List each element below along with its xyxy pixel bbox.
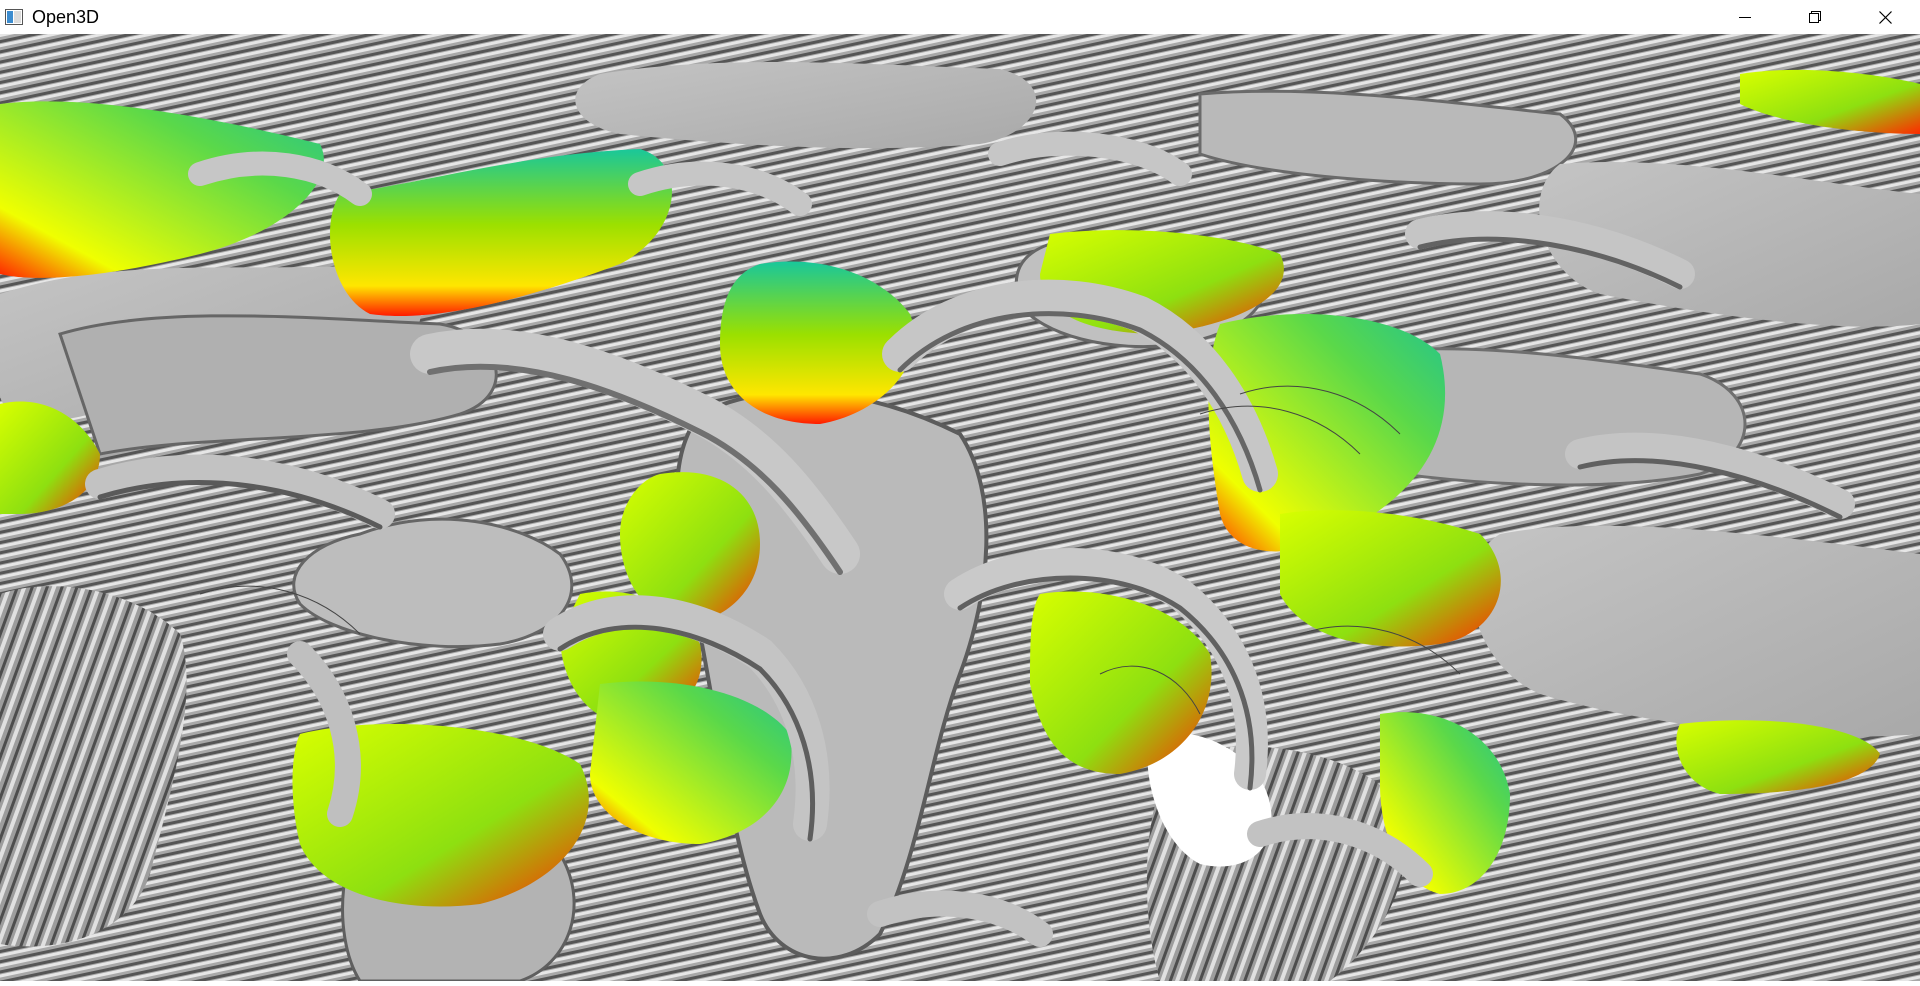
height-colored-regions — [0, 69, 1920, 907]
close-button[interactable] — [1850, 0, 1920, 34]
minimize-button[interactable] — [1710, 0, 1780, 34]
close-icon — [1878, 10, 1892, 24]
restore-icon — [1809, 11, 1821, 23]
window-controls — [1710, 0, 1920, 34]
mesh-edge-lines — [199, 385, 1461, 715]
3d-render-viewport[interactable] — [0, 34, 1920, 981]
minimize-icon — [1739, 17, 1751, 18]
title-bar[interactable]: Open3D — [0, 0, 1920, 34]
restore-button[interactable] — [1780, 0, 1850, 34]
gray-mesh-surface — [0, 62, 1920, 981]
window-title: Open3D — [32, 7, 100, 27]
open3d-app-icon — [4, 8, 24, 26]
window-bottom-edge — [0, 981, 1920, 986]
foreground-ridges — [85, 131, 1855, 947]
mesh-render-canvas[interactable] — [0, 34, 1920, 981]
